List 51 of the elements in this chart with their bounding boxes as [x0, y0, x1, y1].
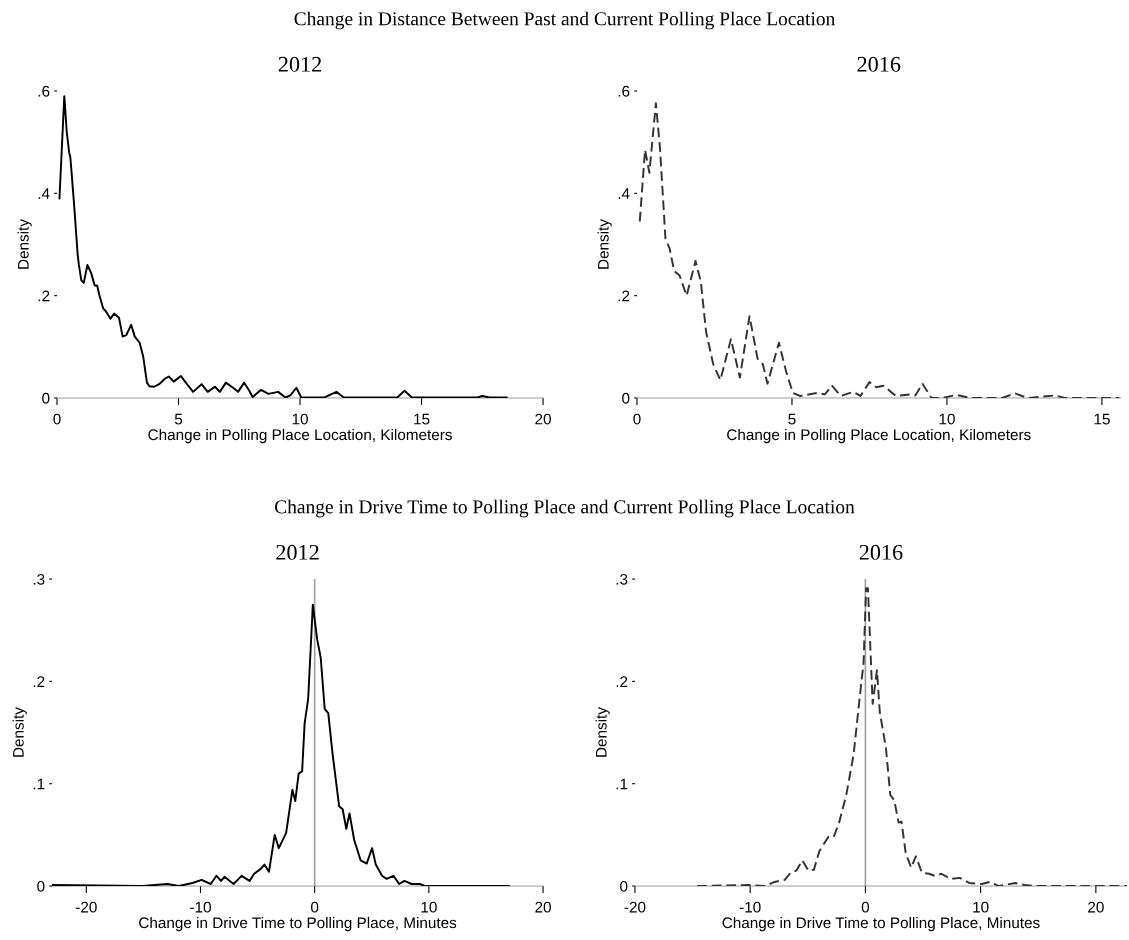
- y-tick-label: .2: [33, 676, 45, 687]
- x-tick-label: 5: [788, 413, 796, 425]
- chart-title: 2012: [276, 544, 319, 560]
- x-axis-title: Change in Polling Place Location, Kilometers: [727, 428, 1031, 444]
- x-tick-label: 20: [535, 413, 551, 425]
- chart-title: 2016: [857, 56, 901, 72]
- y-tick-label: .4: [38, 188, 50, 199]
- x-tick-label: 15: [414, 413, 430, 425]
- x-tick-label: 0: [311, 901, 319, 913]
- y-tick-label: 0: [42, 392, 50, 404]
- x-tick-label: 10: [973, 901, 989, 913]
- y-axis-title: Density: [597, 219, 612, 269]
- y-tick-label: .1: [33, 778, 45, 790]
- x-tick-label: 5: [174, 413, 183, 425]
- y-axis-title: Density: [595, 707, 610, 757]
- x-tick-label: -10: [190, 901, 211, 913]
- y-tick-label: .2: [38, 290, 50, 302]
- y-tick-label: .6: [618, 85, 630, 97]
- x-tick-label: 0: [633, 413, 641, 425]
- x-axis-title: Change in Drive Time to Polling Place, Minutes: [722, 916, 1040, 932]
- y-axis-title: Density: [12, 707, 27, 757]
- x-tick-label: 15: [1094, 413, 1110, 425]
- text: Change in Drive Time to Polling Place and Current Polling Place Location: [275, 499, 855, 518]
- x-tick-label: -10: [739, 901, 761, 913]
- line-series: [638, 102, 1121, 398]
- y-tick-label: .1: [616, 778, 628, 790]
- chart-title: 2012: [278, 56, 322, 72]
- y-tick-label: .6: [38, 85, 50, 97]
- x-axis-title: Change in Drive Time to Polling Place, Minutes: [139, 916, 457, 932]
- y-tick-label: 0: [620, 880, 628, 892]
- x-axis-title: Change in Polling Place Location, Kilometers: [148, 428, 452, 444]
- x-tick-label: -20: [624, 901, 646, 913]
- x-tick-label: 10: [939, 413, 955, 425]
- y-tick-label: .3: [616, 573, 628, 585]
- x-tick-label: 20: [535, 901, 551, 913]
- x-tick-label: 0: [861, 901, 870, 913]
- y-tick-label: 0: [622, 392, 630, 404]
- x-tick-label: 10: [292, 413, 308, 425]
- y-axis-title: Density: [17, 219, 32, 269]
- line-series: [696, 587, 1127, 887]
- x-tick-label: 0: [53, 413, 61, 425]
- x-tick-label: 20: [1088, 901, 1104, 913]
- y-tick-label: .2: [618, 290, 630, 302]
- x-tick-label: -20: [75, 901, 97, 913]
- x-tick-label: 10: [421, 901, 437, 913]
- chart-title: 2016: [859, 544, 903, 560]
- y-tick-label: 0: [37, 880, 45, 892]
- y-tick-label: .4: [618, 188, 630, 199]
- text: Change in Distance Between Past and Current Polling Place Location: [294, 11, 836, 30]
- y-tick-label: .2: [616, 676, 628, 687]
- y-tick-label: .3: [33, 573, 45, 585]
